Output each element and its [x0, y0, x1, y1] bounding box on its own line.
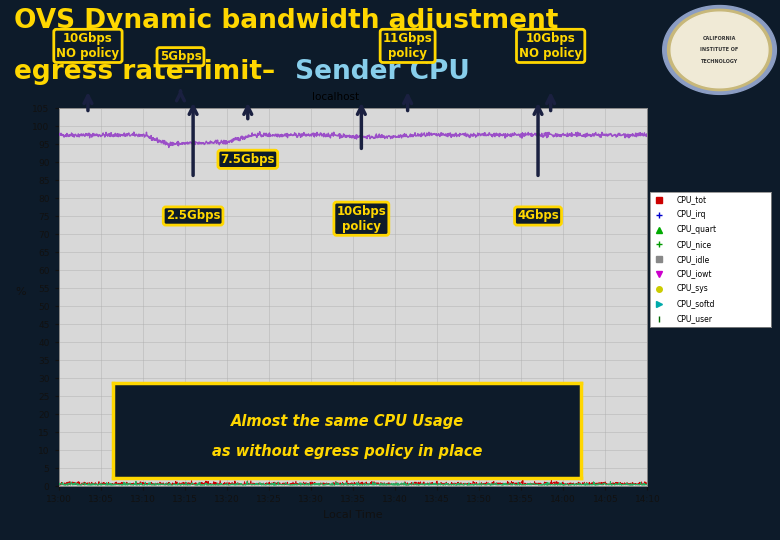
Text: TECHNOLOGY: TECHNOLOGY: [701, 59, 738, 64]
Text: CPU_sys: CPU_sys: [676, 285, 708, 293]
Text: 2.5Gbps: 2.5Gbps: [166, 210, 221, 222]
Text: 10Gbps
NO policy: 10Gbps NO policy: [56, 32, 119, 60]
FancyArrowPatch shape: [84, 96, 92, 111]
Text: Almost the same CPU Usage: Almost the same CPU Usage: [231, 414, 463, 429]
Text: INSTITUTE OF: INSTITUTE OF: [700, 48, 739, 52]
Polygon shape: [663, 5, 776, 94]
Text: 4Gbps: 4Gbps: [517, 210, 559, 222]
FancyArrowPatch shape: [357, 106, 365, 148]
FancyArrowPatch shape: [244, 106, 252, 119]
FancyArrowPatch shape: [404, 96, 412, 111]
Text: Sender CPU: Sender CPU: [286, 59, 470, 85]
FancyArrowPatch shape: [176, 91, 184, 101]
Text: CALIFORNIA: CALIFORNIA: [703, 36, 736, 41]
Text: 10Gbps
policy: 10Gbps policy: [336, 205, 386, 233]
Text: 5Gbps: 5Gbps: [160, 50, 201, 63]
FancyArrowPatch shape: [190, 106, 197, 176]
FancyArrowPatch shape: [534, 106, 542, 176]
Text: CPU_iowt: CPU_iowt: [676, 269, 712, 279]
Text: 11Gbps
policy: 11Gbps policy: [383, 32, 432, 60]
Text: 10Gbps
NO policy: 10Gbps NO policy: [519, 32, 582, 60]
Text: CPU_user: CPU_user: [676, 314, 712, 323]
Y-axis label: %: %: [16, 287, 27, 297]
Polygon shape: [672, 12, 768, 87]
Text: CPU_nice: CPU_nice: [676, 240, 711, 249]
Text: CPU_tot: CPU_tot: [676, 195, 707, 204]
Text: OVS Dynamic bandwidth adjustment: OVS Dynamic bandwidth adjustment: [14, 8, 558, 34]
Text: egress rate-limit–: egress rate-limit–: [14, 59, 275, 85]
Text: CPU_softd: CPU_softd: [676, 299, 714, 308]
Polygon shape: [668, 9, 771, 91]
X-axis label: Local Time: Local Time: [323, 510, 383, 519]
Text: CPU_idle: CPU_idle: [676, 255, 710, 264]
Text: 7.5Gbps: 7.5Gbps: [221, 153, 275, 166]
Text: as without egress policy in place: as without egress policy in place: [212, 444, 482, 459]
Text: localhost: localhost: [312, 92, 359, 103]
Text: CPU_quart: CPU_quart: [676, 225, 717, 234]
FancyArrowPatch shape: [547, 96, 555, 111]
Text: CPU_irq: CPU_irq: [676, 210, 706, 219]
